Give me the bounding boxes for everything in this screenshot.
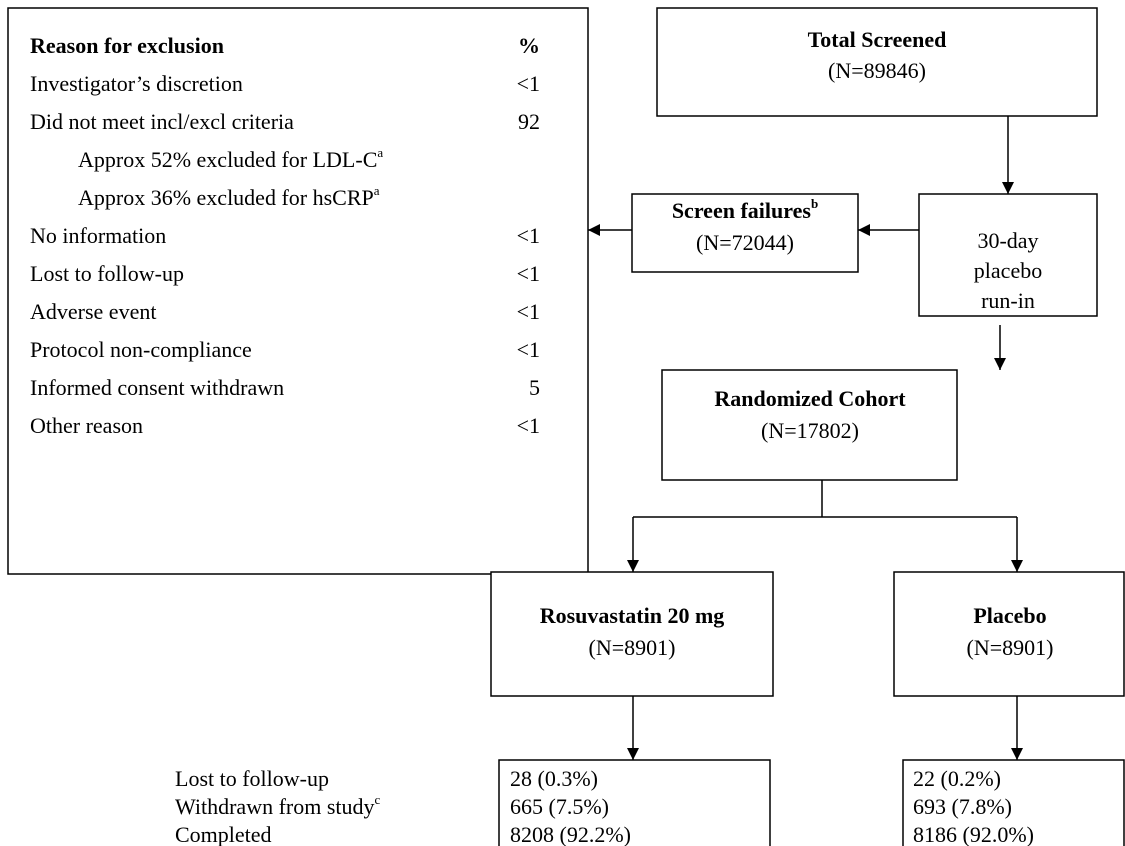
table-row-value: <1 bbox=[517, 223, 540, 248]
table-row-label: Protocol non-compliance bbox=[30, 337, 252, 362]
superscript: c bbox=[375, 792, 381, 807]
rosuvastatin-outcome-box bbox=[498, 759, 771, 846]
table-row-value: <1 bbox=[517, 299, 540, 324]
rosuvastatin-box bbox=[490, 571, 774, 697]
table-row-label: Approx 52% excluded for LDL-Ca bbox=[78, 145, 383, 172]
table-row-label: Adverse event bbox=[30, 299, 156, 324]
table-row-label-text: No information bbox=[30, 223, 166, 248]
placebo-box bbox=[893, 571, 1125, 697]
node-count: (N=8901) bbox=[967, 635, 1054, 660]
table-row-label: Informed consent withdrawn bbox=[30, 375, 284, 400]
table-row-label-text: Investigator’s discretion bbox=[30, 71, 243, 96]
exclusion-box bbox=[7, 7, 589, 575]
superscript: b bbox=[811, 196, 818, 211]
table-header: % bbox=[518, 33, 540, 58]
table-row-value: <1 bbox=[517, 71, 540, 96]
node-count: (N=72044) bbox=[696, 230, 794, 255]
table-row-label-text: Adverse event bbox=[30, 299, 156, 324]
node-text: 30-day bbox=[977, 228, 1038, 253]
superscript: a bbox=[377, 145, 383, 160]
table-row-label-text: Protocol non-compliance bbox=[30, 337, 252, 362]
node-title-text: Screen failures bbox=[672, 198, 812, 223]
outcome-value: 8186 (92.0%) bbox=[913, 822, 1034, 846]
outcome-value: 8208 (92.2%) bbox=[510, 822, 631, 846]
outcome-value: 22 (0.2%) bbox=[913, 766, 1001, 791]
node-count: (N=17802) bbox=[761, 418, 859, 443]
outcome-value: 693 (7.8%) bbox=[913, 794, 1012, 819]
table-row-label-text: Lost to follow-up bbox=[30, 261, 184, 286]
outcome-label-text: Lost to follow-up bbox=[175, 766, 329, 791]
table-row-label-text: Did not meet incl/excl criteria bbox=[30, 109, 294, 134]
table-row-label: Other reason bbox=[30, 413, 143, 438]
node-count: (N=89846) bbox=[828, 58, 926, 83]
outcome-label: Withdrawn from studyc bbox=[175, 792, 381, 819]
outcome-value: 665 (7.5%) bbox=[510, 794, 609, 819]
connector bbox=[633, 480, 1017, 518]
table-row-label: Lost to follow-up bbox=[30, 261, 184, 286]
placebo-outcome-box bbox=[902, 759, 1125, 846]
table-row-value: <1 bbox=[517, 413, 540, 438]
outcome-label-text: Withdrawn from study bbox=[175, 794, 375, 819]
node-text: run-in bbox=[981, 288, 1035, 313]
table-row-label-text: Other reason bbox=[30, 413, 143, 438]
table-row-label-text: Informed consent withdrawn bbox=[30, 375, 284, 400]
screen-failures-box bbox=[631, 193, 859, 273]
node-count: (N=8901) bbox=[589, 635, 676, 660]
node-text: placebo bbox=[974, 258, 1042, 283]
randomized-box bbox=[661, 369, 958, 481]
table-row-value: <1 bbox=[517, 261, 540, 286]
table-row-label-text: Approx 52% excluded for LDL-C bbox=[78, 147, 377, 172]
table-row-value: <1 bbox=[517, 337, 540, 362]
screened-box bbox=[656, 7, 1098, 117]
node-title: Placebo bbox=[973, 603, 1046, 628]
table-row-label: No information bbox=[30, 223, 166, 248]
node-title: Randomized Cohort bbox=[714, 386, 906, 411]
table-row-label-text: Approx 36% excluded for hsCRP bbox=[78, 185, 374, 210]
node-title-text: Total Screened bbox=[808, 27, 947, 52]
table-row-value: 5 bbox=[529, 375, 540, 400]
table-row-label: Approx 36% excluded for hsCRPa bbox=[78, 183, 380, 210]
table-row-label: Did not meet incl/excl criteria bbox=[30, 109, 294, 134]
node-title: Rosuvastatin 20 mg bbox=[540, 603, 725, 628]
outcome-label-text: Completed bbox=[175, 822, 272, 846]
outcome-label: Completed bbox=[175, 822, 272, 846]
node-title-text: Randomized Cohort bbox=[714, 386, 906, 411]
table-row-label: Investigator’s discretion bbox=[30, 71, 243, 96]
node-title-text: Placebo bbox=[973, 603, 1046, 628]
outcome-label: Lost to follow-up bbox=[175, 766, 329, 791]
node-title: Screen failuresb bbox=[672, 196, 818, 223]
node-title-text: Rosuvastatin 20 mg bbox=[540, 603, 725, 628]
outcome-value: 28 (0.3%) bbox=[510, 766, 598, 791]
table-row-value: 92 bbox=[518, 109, 540, 134]
node-title: Total Screened bbox=[808, 27, 947, 52]
table-header: Reason for exclusion bbox=[30, 33, 224, 58]
superscript: a bbox=[374, 183, 380, 198]
